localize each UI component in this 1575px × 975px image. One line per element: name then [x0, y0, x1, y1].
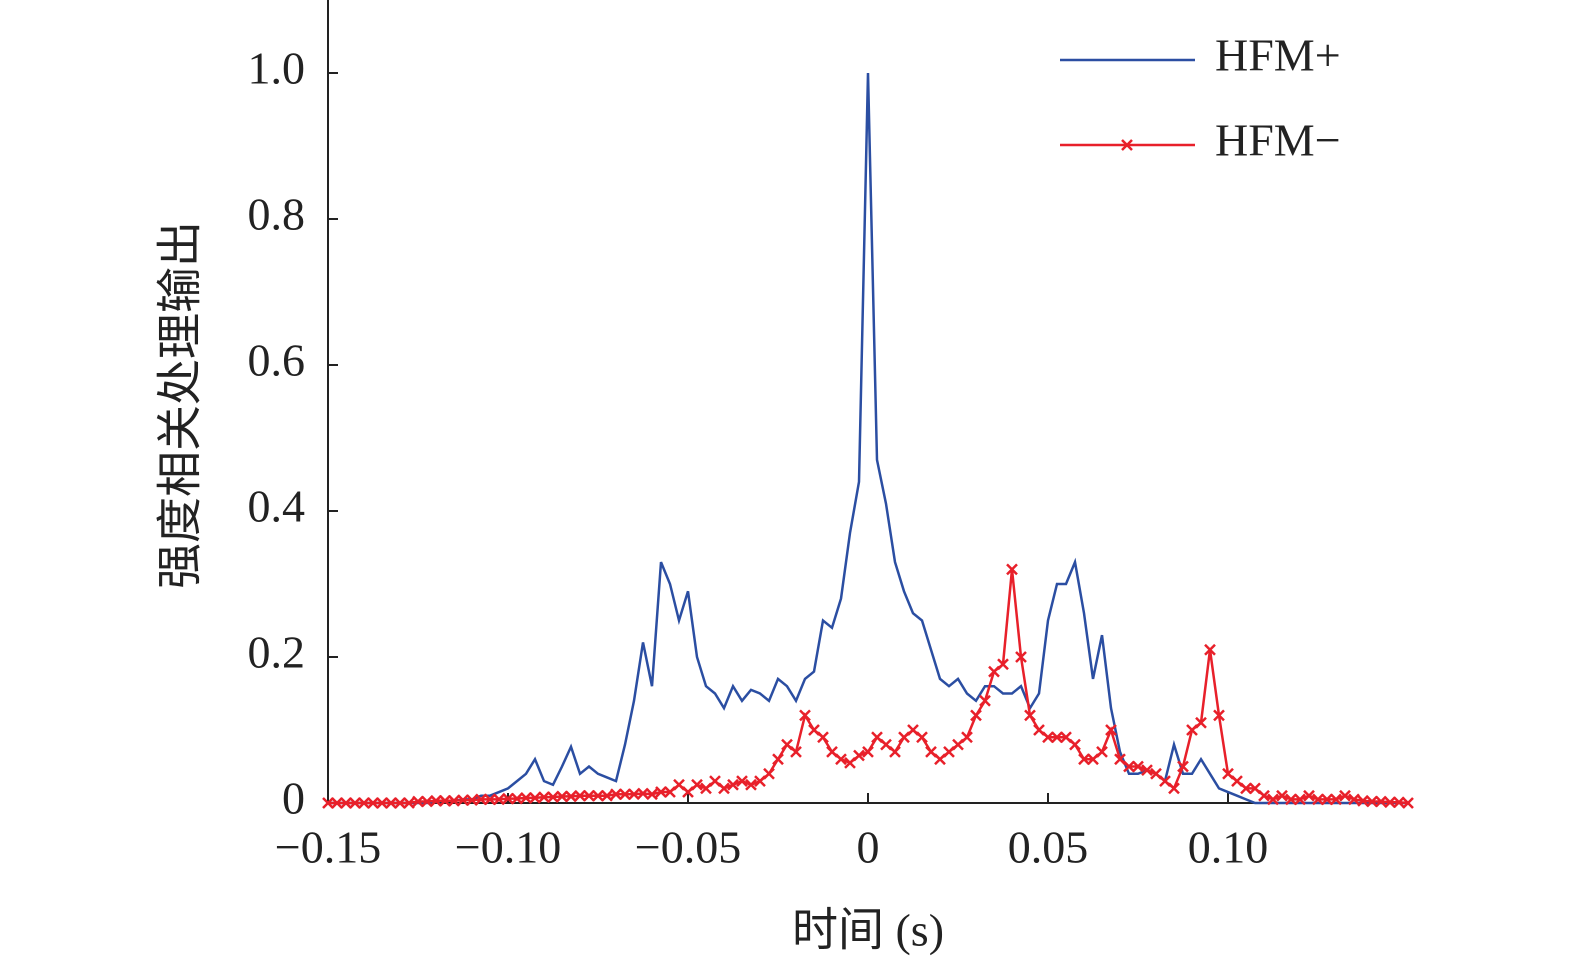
- marker: [394, 797, 406, 809]
- y-tick-label: 0.6: [248, 335, 306, 386]
- marker: [412, 795, 424, 808]
- marker: [331, 797, 343, 809]
- marker: [502, 792, 514, 805]
- marker: [736, 775, 748, 787]
- x-tick-label: −0.10: [455, 822, 561, 873]
- marker: [358, 797, 370, 809]
- marker: [1330, 793, 1342, 806]
- marker: [772, 753, 784, 766]
- y-tick-label: 0.4: [248, 481, 306, 532]
- marker: [1303, 789, 1315, 802]
- marker: [1015, 651, 1027, 663]
- marker: [961, 731, 973, 744]
- marker: [763, 767, 775, 780]
- marker: [1366, 795, 1378, 808]
- marker: [322, 797, 334, 809]
- marker: [1213, 709, 1225, 722]
- marker: [484, 793, 496, 806]
- marker: [1384, 796, 1396, 809]
- marker: [1006, 563, 1018, 576]
- legend-label: HFM+: [1215, 30, 1341, 81]
- marker: [1105, 724, 1117, 736]
- x-tick-label: 0.10: [1188, 822, 1269, 873]
- marker: [520, 792, 532, 804]
- marker: [790, 746, 802, 758]
- x-tick-label: 0: [857, 822, 880, 873]
- marker: [376, 797, 388, 809]
- marker: [538, 791, 550, 804]
- marker: [1285, 793, 1297, 806]
- marker: [592, 789, 604, 802]
- marker: [340, 797, 352, 809]
- marker: [799, 709, 811, 722]
- marker: [655, 786, 667, 798]
- marker: [817, 731, 829, 744]
- series-line: [328, 72, 1408, 805]
- marker: [889, 746, 901, 758]
- marker: [385, 797, 397, 809]
- marker: [1312, 793, 1324, 806]
- y-tick-label: 0: [282, 773, 305, 824]
- marker: [1195, 716, 1207, 729]
- marker: [1240, 782, 1252, 795]
- marker: [1051, 731, 1063, 744]
- marker: [979, 694, 991, 707]
- marker: [1258, 789, 1270, 802]
- x-tick-label: −0.05: [635, 822, 741, 873]
- marker: [853, 749, 865, 762]
- marker: [718, 782, 730, 795]
- marker: [1348, 793, 1360, 806]
- marker: [349, 797, 361, 809]
- series-line: [328, 569, 1409, 805]
- marker: [1096, 746, 1108, 758]
- marker: [1294, 793, 1306, 806]
- marker: [619, 788, 631, 801]
- marker: [403, 797, 415, 809]
- marker: [727, 778, 739, 791]
- marker: [1024, 709, 1036, 722]
- marker: [1321, 793, 1333, 806]
- y-tick-label: 0.8: [248, 189, 306, 240]
- marker: [556, 790, 568, 803]
- marker: [1168, 782, 1180, 795]
- marker: [1141, 764, 1153, 777]
- y-tick-label: 0.2: [248, 627, 306, 678]
- marker: [439, 794, 451, 807]
- marker: [835, 753, 847, 766]
- marker: [745, 778, 757, 791]
- x-tick-label: −0.15: [275, 822, 381, 873]
- marker: [367, 797, 379, 809]
- marker: [1123, 760, 1135, 773]
- marker: [1069, 738, 1081, 751]
- marker: [601, 789, 613, 802]
- legend-label: HFM−: [1215, 115, 1341, 166]
- marker: [1132, 760, 1144, 773]
- marker: [1204, 643, 1216, 656]
- marker: [1402, 797, 1414, 809]
- y-axis-label: 强度相关处理输出: [155, 221, 206, 589]
- marker: [610, 788, 622, 801]
- marker: [1276, 789, 1288, 802]
- legend-marker: [1121, 139, 1133, 151]
- y-tick-label: 1.0: [248, 43, 306, 94]
- marker: [1267, 793, 1279, 806]
- marker: [862, 746, 874, 758]
- marker: [583, 789, 595, 802]
- marker: [457, 794, 469, 806]
- marker: [574, 789, 586, 802]
- marker: [475, 793, 487, 806]
- marker: [1177, 760, 1189, 773]
- marker: [1042, 731, 1054, 744]
- x-tick-label: 0.05: [1008, 822, 1089, 873]
- marker: [430, 794, 442, 807]
- marker: [691, 778, 703, 791]
- marker: [1078, 753, 1090, 766]
- marker: [970, 709, 982, 722]
- marker: [916, 731, 928, 744]
- marker: [997, 658, 1009, 671]
- x-axis-label: 时间 (s): [792, 905, 944, 956]
- marker: [646, 788, 658, 801]
- marker: [1339, 789, 1351, 802]
